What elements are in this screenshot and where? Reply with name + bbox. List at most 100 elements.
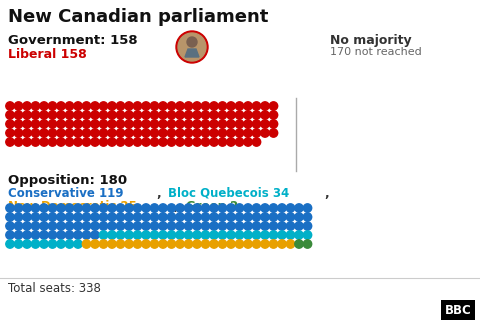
Circle shape: [184, 102, 192, 110]
Circle shape: [193, 213, 201, 221]
Circle shape: [244, 111, 252, 119]
Circle shape: [65, 204, 74, 212]
Circle shape: [133, 231, 142, 239]
Circle shape: [82, 120, 91, 128]
Circle shape: [31, 222, 40, 230]
Circle shape: [201, 204, 210, 212]
Circle shape: [201, 138, 210, 146]
Circle shape: [168, 222, 176, 230]
Circle shape: [150, 129, 159, 137]
Circle shape: [48, 138, 57, 146]
Circle shape: [31, 213, 40, 221]
Circle shape: [108, 111, 116, 119]
Circle shape: [286, 204, 295, 212]
Circle shape: [23, 204, 31, 212]
Circle shape: [142, 129, 150, 137]
Polygon shape: [185, 49, 199, 57]
Circle shape: [210, 204, 218, 212]
Circle shape: [218, 138, 227, 146]
Circle shape: [74, 204, 82, 212]
Circle shape: [48, 120, 57, 128]
Circle shape: [193, 222, 201, 230]
Circle shape: [91, 120, 99, 128]
Circle shape: [295, 213, 303, 221]
Circle shape: [176, 102, 184, 110]
Circle shape: [269, 240, 278, 248]
Circle shape: [244, 222, 252, 230]
Circle shape: [235, 240, 244, 248]
Circle shape: [65, 102, 74, 110]
Circle shape: [116, 222, 125, 230]
Circle shape: [108, 222, 116, 230]
Circle shape: [14, 111, 23, 119]
Text: ,: ,: [325, 187, 329, 200]
Circle shape: [40, 102, 48, 110]
Circle shape: [227, 222, 235, 230]
Circle shape: [176, 240, 184, 248]
Circle shape: [261, 231, 269, 239]
Circle shape: [91, 204, 99, 212]
Circle shape: [159, 213, 167, 221]
Circle shape: [218, 111, 227, 119]
Circle shape: [14, 213, 23, 221]
Circle shape: [261, 204, 269, 212]
Circle shape: [193, 129, 201, 137]
Circle shape: [125, 120, 133, 128]
Circle shape: [23, 138, 31, 146]
Circle shape: [269, 204, 278, 212]
Circle shape: [142, 120, 150, 128]
Circle shape: [74, 222, 82, 230]
Circle shape: [142, 138, 150, 146]
Circle shape: [23, 213, 31, 221]
Circle shape: [176, 138, 184, 146]
Circle shape: [269, 222, 278, 230]
Circle shape: [108, 120, 116, 128]
Circle shape: [133, 120, 142, 128]
Circle shape: [108, 138, 116, 146]
Circle shape: [74, 231, 82, 239]
Circle shape: [91, 102, 99, 110]
Circle shape: [176, 204, 184, 212]
Circle shape: [159, 129, 167, 137]
Circle shape: [244, 213, 252, 221]
Circle shape: [261, 240, 269, 248]
Circle shape: [57, 204, 65, 212]
Circle shape: [244, 240, 252, 248]
Circle shape: [40, 240, 48, 248]
Circle shape: [82, 222, 91, 230]
Circle shape: [193, 138, 201, 146]
Circle shape: [108, 129, 116, 137]
Circle shape: [116, 213, 125, 221]
Circle shape: [6, 129, 14, 137]
Circle shape: [278, 240, 286, 248]
Circle shape: [235, 111, 244, 119]
Circle shape: [184, 138, 192, 146]
Circle shape: [133, 129, 142, 137]
Circle shape: [142, 222, 150, 230]
Circle shape: [252, 102, 261, 110]
Circle shape: [65, 138, 74, 146]
Circle shape: [91, 222, 99, 230]
Circle shape: [40, 213, 48, 221]
Circle shape: [65, 231, 74, 239]
Circle shape: [6, 138, 14, 146]
Circle shape: [176, 120, 184, 128]
Circle shape: [244, 120, 252, 128]
Circle shape: [235, 222, 244, 230]
Circle shape: [14, 102, 23, 110]
Circle shape: [303, 222, 312, 230]
Circle shape: [227, 138, 235, 146]
Circle shape: [23, 231, 31, 239]
Circle shape: [286, 240, 295, 248]
Circle shape: [6, 111, 14, 119]
Circle shape: [168, 231, 176, 239]
Circle shape: [14, 120, 23, 128]
Circle shape: [295, 204, 303, 212]
Circle shape: [48, 231, 57, 239]
Circle shape: [159, 240, 167, 248]
Circle shape: [133, 204, 142, 212]
Circle shape: [201, 240, 210, 248]
Circle shape: [184, 120, 192, 128]
Circle shape: [244, 102, 252, 110]
Circle shape: [48, 213, 57, 221]
